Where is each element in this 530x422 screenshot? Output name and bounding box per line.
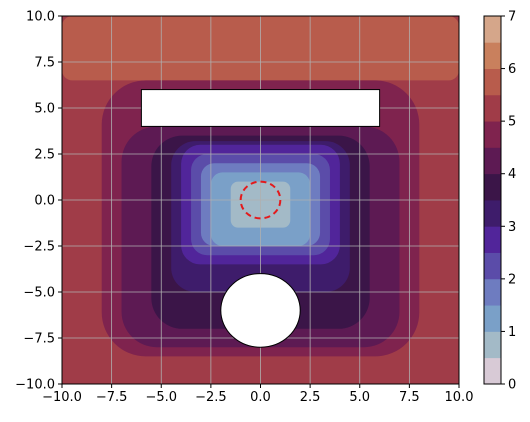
x-tick-label-4: 0.0: [250, 390, 271, 405]
colorbar-segment-3: [484, 278, 501, 306]
x-tick-label-0: −10.0: [42, 390, 82, 405]
colorbar-tick-label-7: 7: [508, 10, 516, 25]
colorbar-segment-5: [484, 226, 501, 253]
colorbar-frame: [483, 15, 502, 385]
colorbar-segment-7: [484, 173, 501, 201]
x-tick-label-8: 10.0: [445, 390, 474, 405]
x-tick-label-3: −2.5: [195, 390, 227, 405]
y-tick-label-2: −5.0: [23, 286, 55, 301]
colorbar-segment-6: [484, 200, 501, 227]
colorbar-segment-0: [484, 357, 501, 385]
colorbar-segment-2: [484, 305, 501, 332]
colorbar-tick-label-0: 0: [508, 378, 516, 393]
y-tick-label-7: 7.5: [34, 56, 55, 71]
y-tick-label-4: 0.0: [34, 194, 55, 209]
colorbar-segment-13: [484, 16, 501, 43]
colorbar-segment-9: [484, 121, 501, 148]
x-tick-label-5: 2.5: [300, 390, 321, 405]
x-tick-label-1: −7.5: [96, 390, 128, 405]
colorbar-tick-label-5: 5: [508, 115, 516, 130]
colorbar-tick-label-6: 6: [508, 62, 516, 77]
y-tick-label-8: 10.0: [26, 10, 55, 25]
target-circle: [239, 180, 282, 220]
y-tick-label-6: 5.0: [34, 102, 55, 117]
colorbar-tick-label-2: 2: [508, 272, 516, 287]
y-tick-label-1: −7.5: [23, 332, 55, 347]
y-tick-label-3: −2.5: [23, 240, 55, 255]
obstacles: [140, 89, 381, 348]
colorbar-segment-8: [484, 147, 501, 175]
colorbar-segment-10: [484, 94, 501, 122]
obstacle-rectangle: [140, 89, 381, 127]
colorbar-segment-11: [484, 68, 501, 96]
y-tick-label-0: −10.0: [15, 378, 55, 393]
colorbar-segment-4: [484, 252, 501, 280]
x-tick-label-2: −5.0: [145, 390, 177, 405]
colorbar-tick-label-4: 4: [508, 167, 516, 182]
obstacle-circle: [220, 273, 301, 348]
colorbar-segment-12: [484, 42, 501, 69]
x-axis: −10.0 −7.5 −5.0 −2.5 0.0 2.5 5.0 7.5 10.0: [42, 384, 473, 405]
colorbar-tick-label-1: 1: [508, 325, 516, 340]
y-axis: −10.0 −7.5 −5.0 −2.5 0.0 2.5 5.0 7.5 10.0: [15, 10, 62, 393]
colorbar-tick-label-3: 3: [508, 220, 516, 235]
y-tick-label-5: 2.5: [34, 148, 55, 163]
colorbar: 0 1 2 3 4 5 6 7: [483, 10, 516, 393]
x-tick-label-6: 5.0: [349, 390, 370, 405]
x-tick-label-7: 7.5: [399, 390, 420, 405]
colorbar-segment-1: [484, 331, 501, 359]
